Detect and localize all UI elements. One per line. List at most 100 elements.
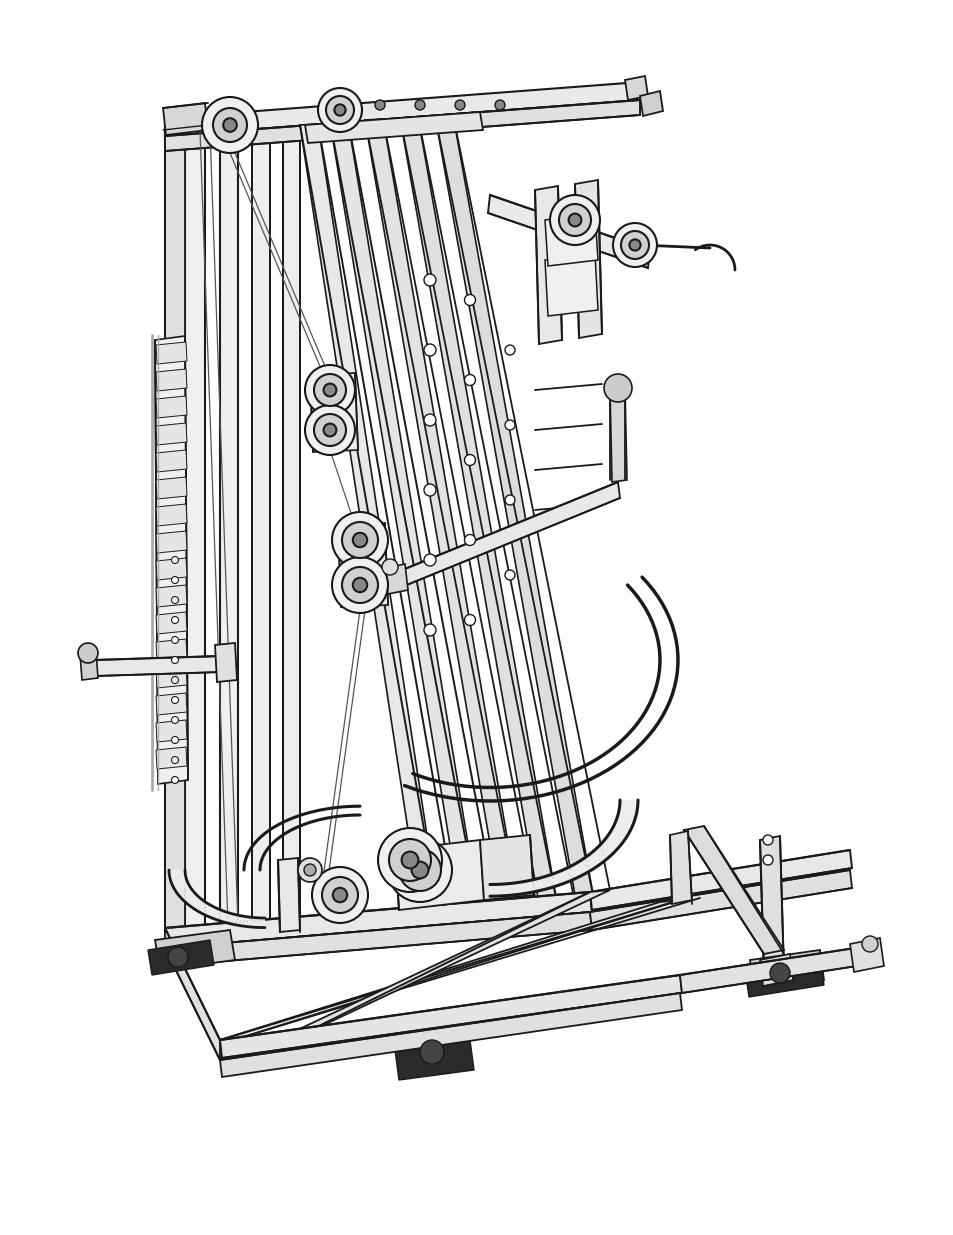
Polygon shape <box>220 900 679 1040</box>
Circle shape <box>423 555 436 566</box>
Polygon shape <box>540 877 553 888</box>
Polygon shape <box>220 993 681 1077</box>
Polygon shape <box>175 887 192 893</box>
Circle shape <box>353 532 367 547</box>
Circle shape <box>335 105 345 116</box>
Polygon shape <box>399 117 558 909</box>
Circle shape <box>172 757 178 763</box>
Polygon shape <box>156 504 187 526</box>
Polygon shape <box>589 869 851 930</box>
Polygon shape <box>683 826 783 953</box>
Polygon shape <box>544 214 598 266</box>
Circle shape <box>550 195 599 245</box>
Polygon shape <box>495 884 501 897</box>
Polygon shape <box>563 867 578 879</box>
Polygon shape <box>330 121 479 918</box>
Polygon shape <box>184 895 199 903</box>
Circle shape <box>172 716 178 724</box>
Polygon shape <box>679 948 856 993</box>
Circle shape <box>172 577 178 583</box>
Polygon shape <box>165 927 220 1060</box>
Circle shape <box>377 827 441 892</box>
Circle shape <box>629 240 639 251</box>
Circle shape <box>762 835 772 845</box>
Polygon shape <box>590 851 608 861</box>
Polygon shape <box>520 881 531 893</box>
Polygon shape <box>555 872 569 883</box>
Polygon shape <box>156 585 187 606</box>
Polygon shape <box>220 974 681 1058</box>
Polygon shape <box>604 836 623 845</box>
Polygon shape <box>587 853 604 863</box>
Circle shape <box>332 557 388 613</box>
Polygon shape <box>172 882 188 885</box>
Polygon shape <box>234 915 242 925</box>
Circle shape <box>504 420 515 430</box>
Circle shape <box>423 624 436 636</box>
Polygon shape <box>277 858 299 932</box>
Polygon shape <box>257 918 261 927</box>
Polygon shape <box>365 119 519 913</box>
Polygon shape <box>242 916 249 926</box>
Circle shape <box>419 1040 443 1065</box>
Circle shape <box>423 274 436 287</box>
Circle shape <box>172 736 178 743</box>
Polygon shape <box>198 904 212 913</box>
Polygon shape <box>526 881 537 893</box>
Circle shape <box>317 88 361 132</box>
Polygon shape <box>611 826 630 834</box>
Polygon shape <box>204 908 216 916</box>
Circle shape <box>341 567 377 603</box>
Polygon shape <box>148 940 213 974</box>
Polygon shape <box>536 878 547 890</box>
Polygon shape <box>283 125 299 923</box>
Polygon shape <box>238 916 246 926</box>
Circle shape <box>168 947 188 967</box>
Circle shape <box>312 867 368 923</box>
Circle shape <box>305 405 355 454</box>
Circle shape <box>504 345 515 354</box>
Polygon shape <box>171 879 187 884</box>
Circle shape <box>568 214 580 226</box>
Polygon shape <box>195 903 210 911</box>
Circle shape <box>172 597 178 604</box>
Polygon shape <box>227 914 236 924</box>
Polygon shape <box>619 800 638 804</box>
Polygon shape <box>156 747 187 769</box>
Polygon shape <box>617 814 636 819</box>
Polygon shape <box>589 850 851 910</box>
Polygon shape <box>618 804 638 808</box>
Circle shape <box>464 454 475 466</box>
Polygon shape <box>156 396 187 417</box>
Circle shape <box>411 862 428 878</box>
Polygon shape <box>165 119 310 142</box>
Polygon shape <box>558 869 574 882</box>
Polygon shape <box>154 930 234 969</box>
Polygon shape <box>510 883 519 895</box>
Polygon shape <box>583 856 600 867</box>
Polygon shape <box>594 848 611 858</box>
Polygon shape <box>261 918 265 927</box>
Polygon shape <box>545 874 558 887</box>
Circle shape <box>504 495 515 505</box>
Polygon shape <box>609 388 626 482</box>
Polygon shape <box>163 103 208 135</box>
Circle shape <box>862 936 877 952</box>
Circle shape <box>398 848 440 890</box>
Polygon shape <box>186 898 201 904</box>
Polygon shape <box>749 950 823 990</box>
Circle shape <box>172 697 178 704</box>
Polygon shape <box>165 82 639 136</box>
Circle shape <box>620 231 648 259</box>
Circle shape <box>375 100 385 110</box>
Polygon shape <box>165 892 592 948</box>
Polygon shape <box>576 861 592 872</box>
Polygon shape <box>760 953 792 986</box>
Polygon shape <box>191 900 205 908</box>
Polygon shape <box>299 124 439 921</box>
Polygon shape <box>173 885 190 890</box>
Circle shape <box>353 578 367 593</box>
Polygon shape <box>616 816 635 823</box>
Polygon shape <box>156 558 187 580</box>
Circle shape <box>314 414 346 446</box>
